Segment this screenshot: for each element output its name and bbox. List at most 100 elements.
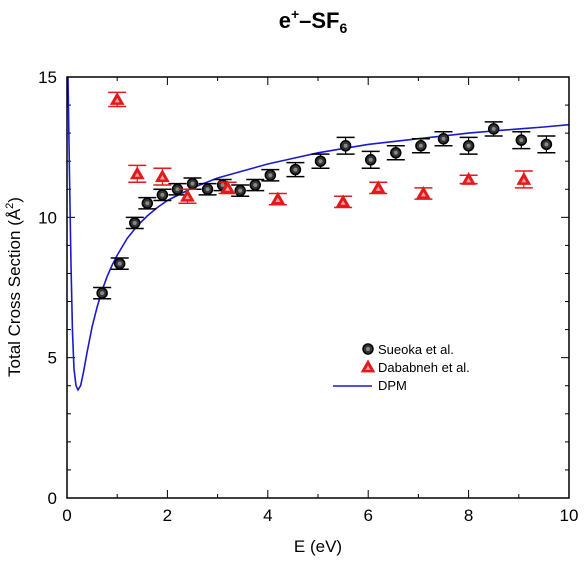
ylabel-main: Total Cross Section (Å [5, 208, 24, 377]
dababneh-point [334, 194, 353, 209]
dababneh-point [369, 180, 388, 195]
sueoka-marker [540, 138, 553, 151]
circle-inner [160, 192, 165, 197]
dababneh-point [178, 188, 197, 205]
legend: Sueoka et al. Dababneh et al. DPM [333, 342, 470, 393]
sueoka-marker [339, 140, 352, 152]
circle-inner [117, 261, 122, 266]
dababneh-marker [220, 180, 236, 194]
sueoka-marker [186, 177, 199, 190]
sueoka-point [459, 136, 478, 155]
circle-inner [145, 201, 150, 206]
sueoka-marker [129, 217, 141, 229]
dababneh-point [459, 171, 478, 185]
sueoka-marker [515, 134, 528, 146]
x-tick-label: 0 [62, 506, 71, 525]
triangle-inner [365, 365, 371, 370]
sueoka-point [286, 161, 305, 178]
legend-item-dababneh: Dababneh et al. [360, 359, 470, 375]
sueoka-marker [289, 163, 302, 176]
sueoka-marker [96, 287, 108, 299]
sueoka-point [138, 196, 157, 210]
sueoka-point [386, 145, 405, 161]
dababneh-marker [516, 171, 532, 185]
sueoka-marker [314, 155, 327, 167]
triangle-inner [159, 175, 165, 180]
sueoka-marker [234, 184, 246, 197]
sueoka-point [537, 135, 556, 154]
dababneh-marker [461, 171, 476, 185]
dababneh-marker [416, 185, 431, 199]
title-base: e [279, 8, 291, 33]
y-tick-label: 10 [38, 208, 57, 227]
circle-inner [205, 187, 210, 192]
sueoka-marker [362, 343, 374, 355]
circle-inner [132, 220, 137, 225]
circle-inner [238, 188, 243, 193]
y-tick-label: 5 [48, 349, 57, 368]
dababneh-point [268, 191, 287, 206]
points-layer [93, 91, 556, 300]
sueoka-point [153, 188, 172, 202]
sueoka-point [93, 286, 112, 300]
sueoka-point [311, 153, 330, 169]
sueoka-point [110, 257, 129, 271]
triangle-inner [134, 172, 140, 177]
dababneh-marker [370, 180, 386, 194]
sueoka-point [434, 130, 453, 147]
dababneh-point [514, 170, 533, 189]
sueoka-point [261, 168, 280, 182]
triangle-inner [225, 186, 231, 191]
circle-inner [100, 291, 105, 296]
sueoka-point [512, 130, 531, 150]
sueoka-marker [364, 154, 377, 166]
triangle-inner [340, 200, 346, 205]
title-mid: –SF [299, 8, 339, 33]
triangle-inner [114, 97, 120, 103]
triangle-inner [420, 191, 426, 197]
x-tick-label: 6 [363, 506, 372, 525]
circle-inner [253, 183, 258, 188]
circle-inner [393, 150, 398, 155]
sueoka-marker [113, 257, 126, 270]
triangle-inner [466, 177, 472, 183]
dababneh-marker [129, 166, 145, 180]
circle-inner [368, 157, 373, 162]
triangle-inner [375, 186, 381, 191]
x-tick-label: 8 [464, 506, 473, 525]
x-axis-label: E (eV) [294, 537, 342, 556]
chart-title: e+–SF6 [279, 6, 348, 36]
dababneh-marker [335, 194, 351, 208]
sueoka-marker [437, 132, 450, 145]
legend-item-sueoka: Sueoka et al. [362, 342, 454, 357]
sueoka-marker [201, 183, 214, 196]
circle-inner [366, 347, 370, 351]
sueoka-marker [141, 197, 154, 210]
circle-inner [343, 143, 348, 148]
sueoka-point [484, 121, 503, 137]
sueoka-point [125, 216, 144, 230]
y-axis-label: Total Cross Section (Å2) [4, 197, 24, 377]
sueoka-point [336, 136, 355, 155]
sueoka-point [411, 137, 430, 154]
circle-inner [491, 126, 496, 131]
ylabel-sup: 2 [4, 203, 16, 209]
circle-inner [268, 173, 273, 178]
dababneh-point [153, 167, 172, 186]
legend-item-dpm: DPM [333, 378, 407, 393]
circle-inner [466, 143, 471, 148]
dababneh-marker [360, 359, 376, 373]
triangle-inner [184, 194, 190, 200]
dababneh-marker [109, 91, 125, 105]
sueoka-marker [156, 189, 169, 201]
circle-inner [190, 181, 195, 186]
legend-marker-dababneh [360, 359, 376, 373]
dababneh-point [128, 164, 147, 183]
legend-label-sueoka: Sueoka et al. [378, 342, 454, 357]
legend-label-dababneh: Dababneh et al. [378, 360, 470, 375]
title-sup: + [291, 6, 299, 22]
dababneh-point [108, 91, 127, 108]
sueoka-marker [249, 179, 261, 191]
ylabel-end: ) [5, 197, 24, 203]
